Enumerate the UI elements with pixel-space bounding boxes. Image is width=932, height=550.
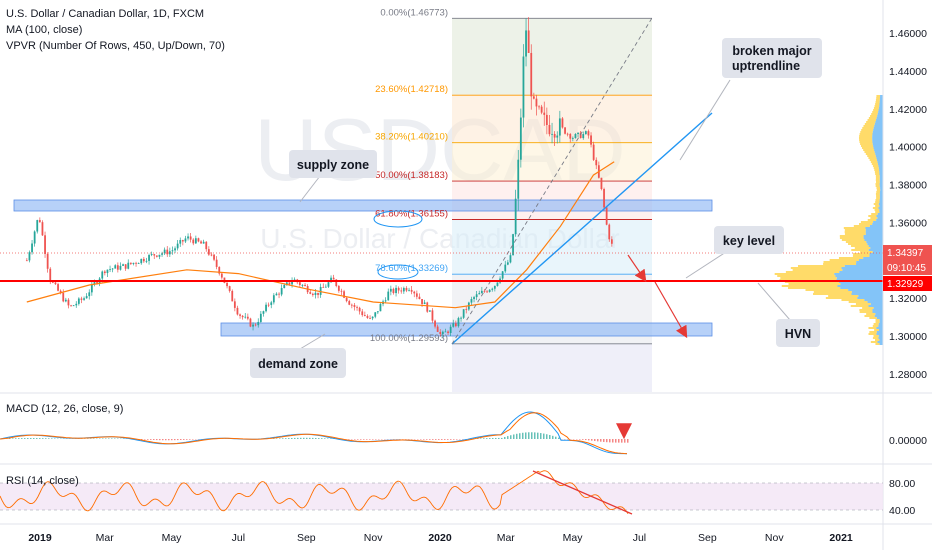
time-tick-1: Mar (96, 532, 115, 544)
price-tick-3: 1.40000 (889, 142, 927, 154)
demand-zone-rect[interactable] (221, 323, 712, 336)
ma-legend[interactable]: MA (100, close) (6, 24, 82, 36)
price-tick-9: 1.28000 (889, 369, 927, 381)
fib-label-3: 50.00%(1.38183) (375, 170, 448, 181)
time-tick-7: Mar (497, 532, 516, 544)
price-tick-8: 1.30000 (889, 331, 927, 343)
time-axis[interactable]: 2019 Mar May Jul Sep Nov 2020 Mar May Jul Sep Nov 20… (28, 532, 853, 544)
price-tick-1: 1.44000 (889, 66, 927, 78)
hvn-label: HVN (785, 327, 811, 341)
fib-label-5: 78.60%(1.33269) (375, 263, 448, 274)
macd-tick-0: 0.00000 (889, 435, 927, 447)
rsi-tick-0: 80.00 (889, 478, 915, 490)
vpvr-legend[interactable]: VPVR (Number Of Rows, 450, Up/Down, 70) (6, 40, 225, 52)
fib-label-2: 38.20%(1.40210) (375, 132, 448, 143)
key-price-text: 1.32929 (887, 279, 924, 290)
macd-pane (0, 412, 629, 454)
supply-zone-label: supply zone (297, 158, 369, 172)
time-tick-6: 2020 (428, 532, 452, 544)
time-tick-5: Nov (364, 532, 383, 544)
time-tick-12: 2021 (829, 532, 853, 544)
last-price-text: 1.34397 (887, 248, 924, 259)
price-tick-5: 1.36000 (889, 217, 927, 229)
price-tick-7: 1.32000 (889, 293, 927, 305)
price-tick-4: 1.38000 (889, 180, 927, 192)
macd-legend[interactable]: MACD (12, 26, close, 9) (6, 403, 123, 415)
symbol-legend[interactable]: U.S. Dollar / Canadian Dollar, 1D, FXCM (6, 8, 204, 20)
fib-label-6: 100.00%(1.29593) (370, 333, 448, 344)
time-tick-2: May (162, 532, 183, 544)
uptrend-callout[interactable]: broken major uptrendline (680, 38, 822, 160)
volume-profile (775, 95, 883, 345)
hvn-callout[interactable]: HVN (758, 283, 820, 347)
time-tick-11: Nov (765, 532, 784, 544)
rsi-tick-1: 40.00 (889, 505, 915, 517)
price-tick-2: 1.42000 (889, 104, 927, 116)
key-level-callout[interactable]: key level (686, 226, 784, 278)
time-tick-8: May (563, 532, 584, 544)
last-price-tag: 1.34397 09:10:45 (883, 245, 932, 275)
time-tick-9: Jul (633, 532, 646, 544)
rsi-legend[interactable]: RSI (14, close) (6, 475, 79, 487)
time-tick-10: Sep (698, 532, 717, 544)
fib-label-4: 61.80%(1.36155) (375, 209, 448, 220)
countdown-text: 09:10:45 (887, 263, 926, 274)
demand-zone-label: demand zone (258, 357, 338, 371)
key-price-tag: 1.32929 (883, 276, 932, 291)
time-tick-0: 2019 (28, 532, 52, 544)
fib-label-0: 0.00%(1.46773) (380, 7, 448, 18)
uptrend-label-1: broken major (732, 44, 811, 58)
key-level-label: key level (723, 234, 775, 248)
demand-zone-callout[interactable]: demand zone (250, 334, 346, 378)
rsi-band (0, 483, 883, 510)
fib-label-1: 23.60%(1.42718) (375, 84, 448, 95)
time-tick-4: Sep (297, 532, 316, 544)
uptrend-label-2: uptrendline (732, 59, 800, 73)
time-tick-3: Jul (232, 532, 245, 544)
price-tick-0: 1.46000 (889, 28, 927, 40)
